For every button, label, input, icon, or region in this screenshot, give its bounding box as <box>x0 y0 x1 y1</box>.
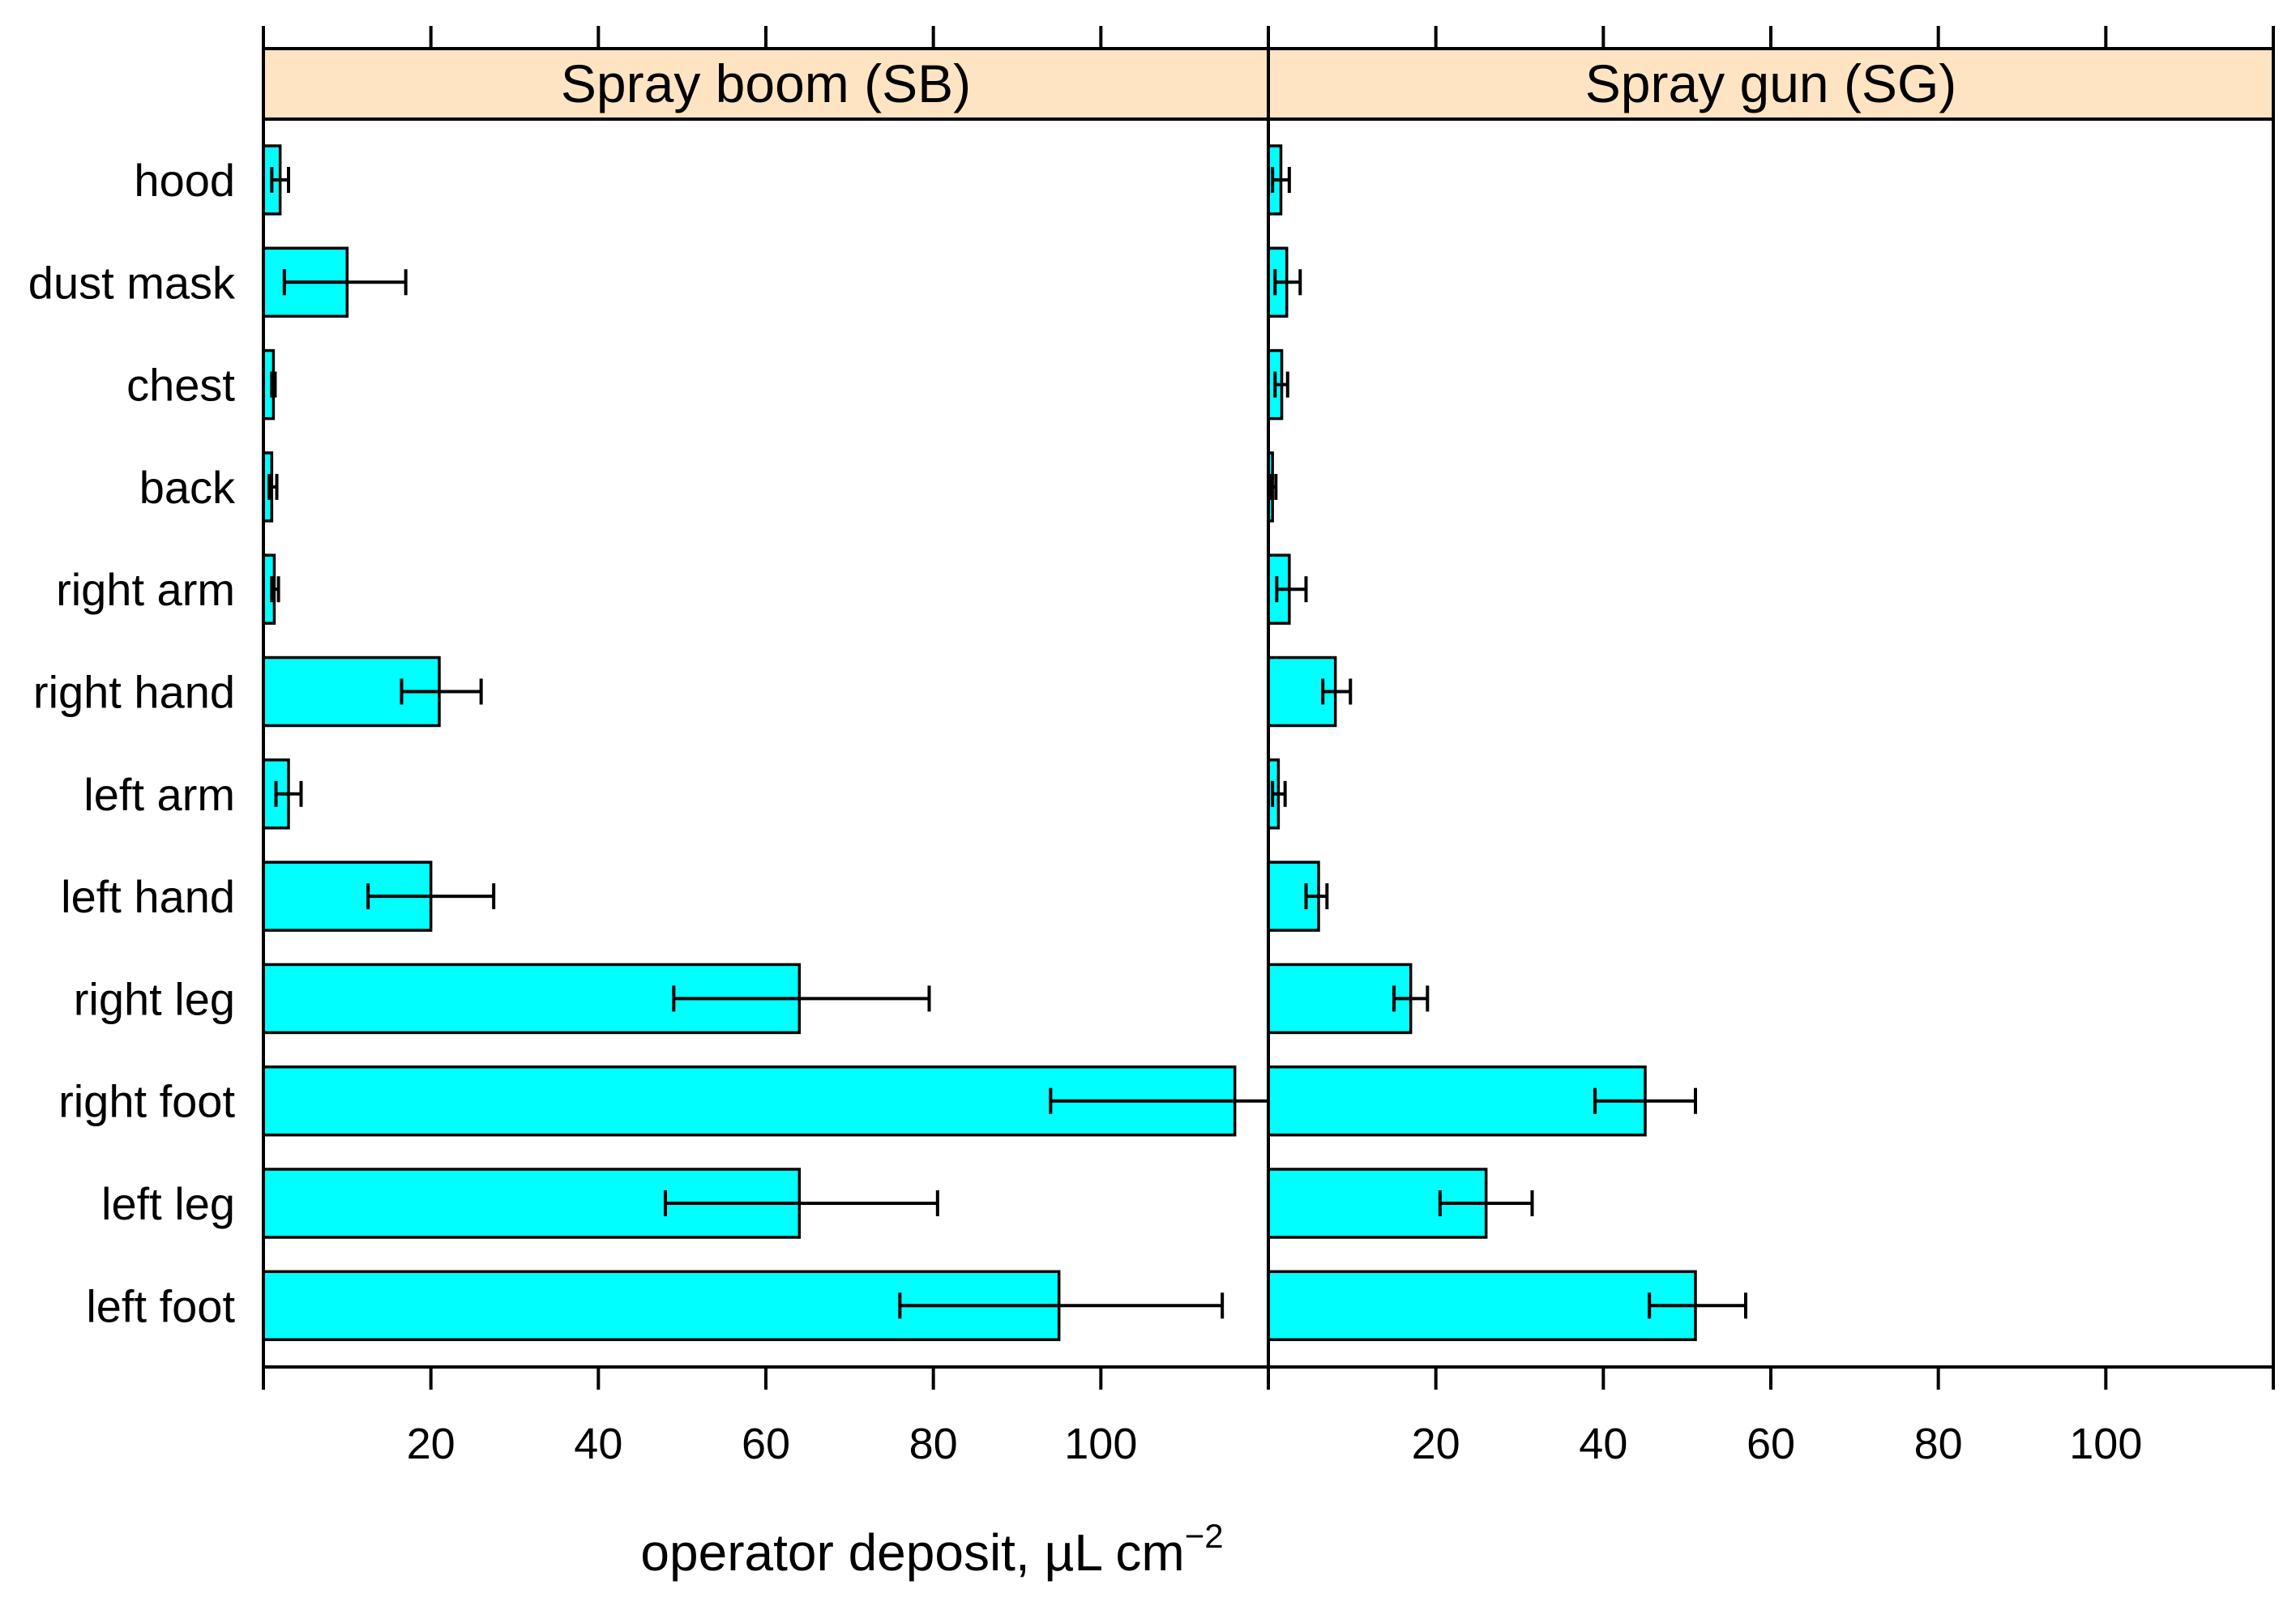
x-tick-label: 40 <box>574 1420 622 1468</box>
category-label: left arm <box>83 769 235 820</box>
strip-header <box>1267 47 2275 121</box>
category-label: chest <box>126 360 235 411</box>
bar <box>1267 1270 1697 1342</box>
x-axis-label: operator deposit, µL cm−2 <box>640 1517 1223 1582</box>
x-tick-label: 20 <box>1412 1420 1460 1468</box>
x-tick-label: 20 <box>407 1420 455 1468</box>
x-tick-label: 80 <box>1914 1420 1963 1468</box>
category-label: left leg <box>101 1178 235 1229</box>
category-label: hood <box>134 155 235 206</box>
category-label: dust mask <box>28 257 236 308</box>
x-tick-label: 100 <box>1064 1420 1137 1468</box>
strip-header <box>262 47 1270 121</box>
x-tick-label: 40 <box>1579 1420 1627 1468</box>
bar <box>1267 1065 1647 1137</box>
x-tick-label: 60 <box>1747 1420 1795 1468</box>
bar <box>1267 861 1320 932</box>
category-label: back <box>139 462 236 513</box>
x-axis-label-superscript: −2 <box>1185 1517 1224 1555</box>
panel-title: Spray gun (SG) <box>1585 53 1957 113</box>
panel-title: Spray boom (SB) <box>561 53 971 113</box>
category-label: right leg <box>74 973 235 1024</box>
category-label: left hand <box>61 871 235 922</box>
category-label: right hand <box>33 667 235 718</box>
category-label: left foot <box>86 1280 235 1331</box>
category-label: right arm <box>56 564 235 615</box>
x-tick-label: 80 <box>909 1420 958 1468</box>
x-tick-label: 100 <box>2069 1420 2142 1468</box>
x-tick-label: 60 <box>742 1420 790 1468</box>
bar <box>1267 963 1413 1035</box>
category-label: right foot <box>58 1076 235 1127</box>
